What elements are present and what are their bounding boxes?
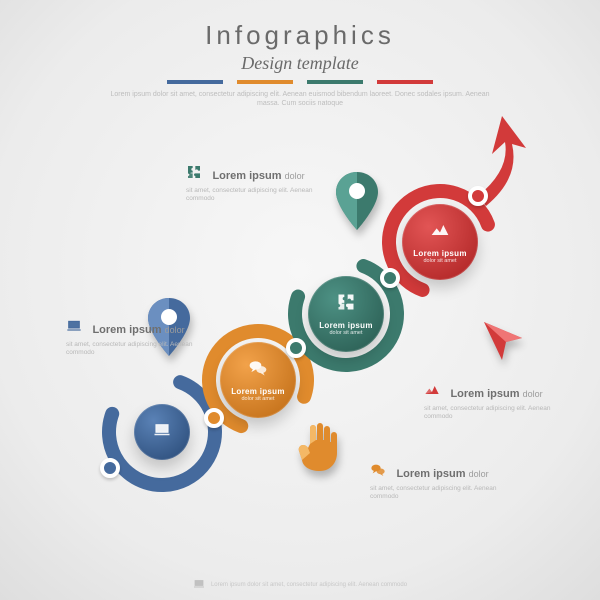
callout-title: Lorem ipsum dolor <box>92 324 184 336</box>
callout-body: sit amet, consectetur adipiscing elit. A… <box>370 485 520 501</box>
footer: Lorem ipsum dolor sit amet, consectetur … <box>0 578 600 592</box>
title-bar <box>307 80 363 84</box>
footer-text: Lorem ipsum dolor sit amet, consectetur … <box>211 582 407 588</box>
laptop-icon <box>153 421 171 444</box>
laptop-icon <box>66 318 82 339</box>
title-color-bars <box>0 80 600 84</box>
path-node <box>204 408 224 428</box>
step-disc-red[interactable]: Lorem ipsumdolor sit amet <box>402 204 478 280</box>
disc-sublabel: dolor sit amet <box>423 258 456 264</box>
step-disc-blue[interactable] <box>134 404 190 460</box>
infographic-stage: Infographics Design template Lorem ipsum… <box>0 0 600 600</box>
callout-title: Lorem ipsum dolor <box>396 468 488 480</box>
step-disc-teal[interactable]: Lorem ipsumdolor sit amet <box>308 276 384 352</box>
path-node <box>100 458 120 478</box>
path-node <box>380 268 400 288</box>
puzzle-icon <box>186 164 202 185</box>
callout: Lorem ipsum dolor sit amet, consectetur … <box>424 382 574 421</box>
title-bar <box>377 80 433 84</box>
chart-icon <box>430 220 450 245</box>
title-line2: Design template <box>0 53 600 74</box>
callout-body: sit amet, consectetur adipiscing elit. A… <box>66 341 216 357</box>
callout-body: sit amet, consectetur adipiscing elit. A… <box>186 187 336 203</box>
title-block: Infographics Design template Lorem ipsum… <box>0 20 600 109</box>
path-node <box>468 186 488 206</box>
callout-body: sit amet, consectetur adipiscing elit. A… <box>424 405 574 421</box>
chat-icon <box>370 462 386 483</box>
title-caption: Lorem ipsum dolor sit amet, consectetur … <box>110 90 490 109</box>
callout-title: Lorem ipsum dolor <box>212 170 304 182</box>
chat-icon <box>248 358 268 383</box>
title-bar <box>167 80 223 84</box>
callout: Lorem ipsum dolor sit amet, consectetur … <box>186 164 336 203</box>
disc-sublabel: dolor sit amet <box>329 330 362 336</box>
arrow-cursor-icon <box>480 318 526 369</box>
callout-title: Lorem ipsum dolor <box>450 388 542 400</box>
disc-label: Lorem ipsum <box>413 249 467 258</box>
laptop-icon <box>193 578 205 592</box>
callout: Lorem ipsum dolor sit amet, consectetur … <box>370 462 520 501</box>
disc-sublabel: dolor sit amet <box>241 396 274 402</box>
path-node <box>286 338 306 358</box>
title-bar <box>237 80 293 84</box>
puzzle-icon <box>336 292 356 317</box>
title-line1: Infographics <box>0 20 600 51</box>
disc-label: Lorem ipsum <box>231 387 285 396</box>
chart-icon <box>424 382 440 403</box>
map-pin-icon <box>336 172 378 235</box>
disc-label: Lorem ipsum <box>319 321 373 330</box>
hand-cursor-icon <box>296 420 342 479</box>
step-disc-orange[interactable]: Lorem ipsumdolor sit amet <box>220 342 296 418</box>
callout: Lorem ipsum dolor sit amet, consectetur … <box>66 318 216 357</box>
